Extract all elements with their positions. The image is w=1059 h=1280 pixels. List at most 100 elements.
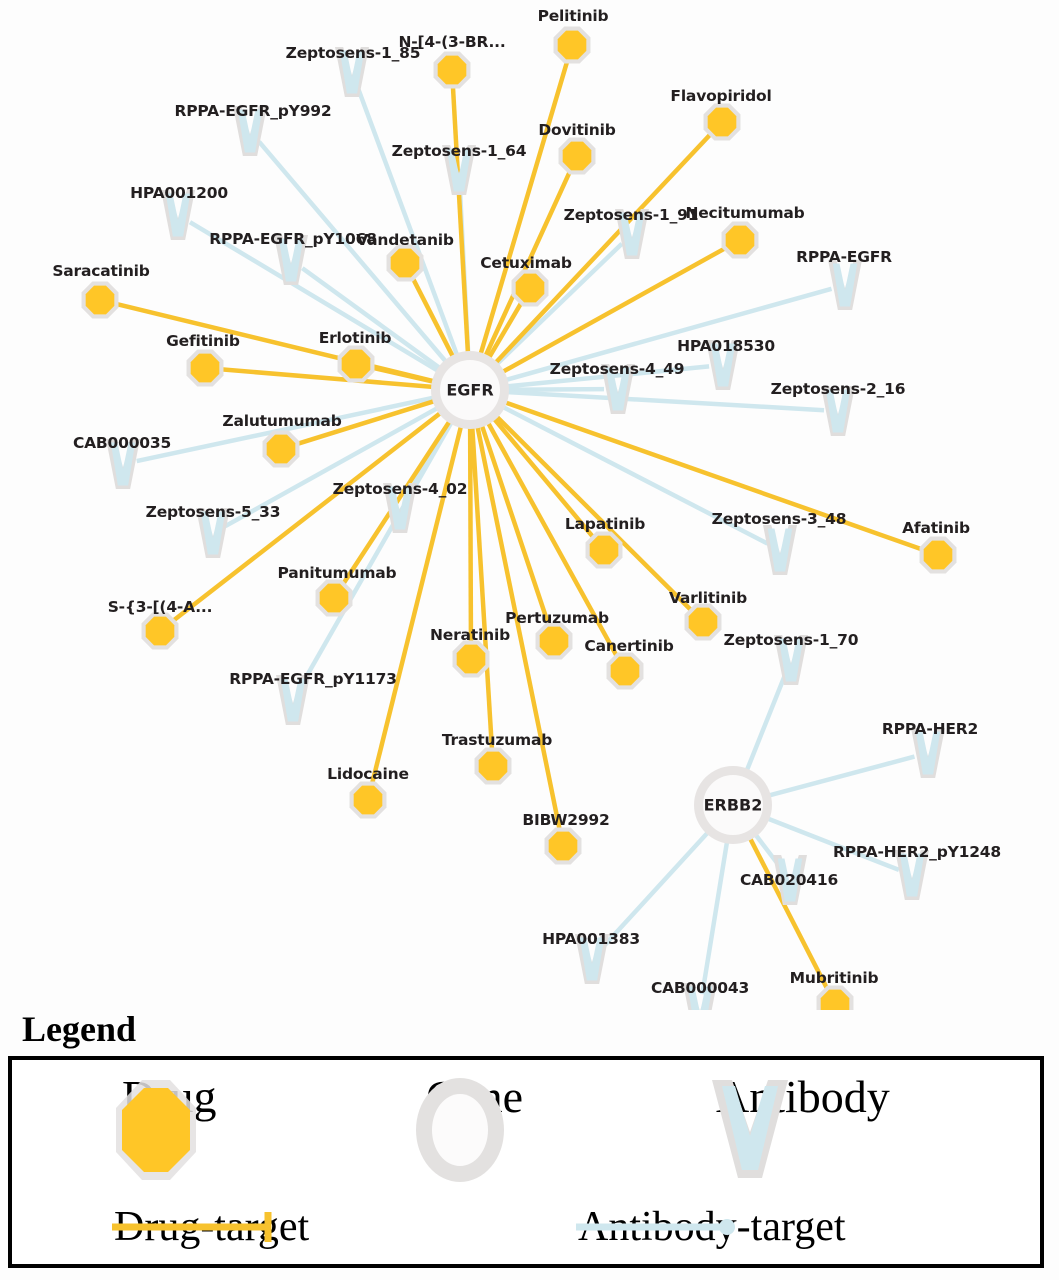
antibody-target-edge <box>257 140 453 369</box>
antibody-target-edge <box>224 402 445 529</box>
drug-body <box>725 225 755 255</box>
drug-body <box>190 353 220 383</box>
drug-node <box>721 221 759 259</box>
antibody-node <box>106 439 140 489</box>
legend-item-drug: Drug <box>108 1074 217 1180</box>
network-canvas[interactable]: Zeptosens-1_85 RPPA-EGFR_pY992 Zeptosens-1… <box>0 0 1059 1010</box>
antibody-body <box>832 263 858 307</box>
drug-node <box>452 640 490 678</box>
antibody-node <box>895 850 929 900</box>
drug-body <box>341 349 371 379</box>
antibody-body <box>777 858 803 902</box>
antibody-target-edge <box>761 754 916 800</box>
antibody-body <box>767 528 793 572</box>
antibody-node <box>383 483 417 533</box>
gene-ring-inner <box>440 360 500 420</box>
drug-target-edge <box>473 418 563 833</box>
legend-item-antibody: Antibody <box>702 1074 890 1178</box>
drug-target-edge <box>409 274 459 365</box>
antibody-body <box>278 238 304 282</box>
antibody-node <box>575 934 609 984</box>
antibody-body <box>687 986 713 1010</box>
drug-node <box>349 781 387 819</box>
drug-body <box>456 644 486 674</box>
nodes-layer <box>81 26 957 1010</box>
antibody-body <box>110 442 136 486</box>
antibody-body <box>605 367 631 411</box>
drug-body <box>562 141 592 171</box>
drug-body <box>923 540 953 570</box>
drug-body <box>85 285 115 315</box>
drug-node <box>141 612 179 650</box>
antibody-body <box>825 389 851 433</box>
drug-body <box>610 656 640 686</box>
drug-target-edge <box>482 415 621 660</box>
gene-icon <box>416 1078 504 1182</box>
gene-label: EGFR <box>446 380 494 400</box>
drug-body <box>707 107 737 137</box>
drug-target-edge <box>477 417 552 629</box>
legend-edges-row: Drug-target Antibody-target <box>12 1200 1040 1266</box>
antibody-node <box>706 340 740 390</box>
drug-body <box>515 273 545 303</box>
drug-target-edge-icon <box>112 1212 272 1242</box>
drug-target-edge <box>369 364 442 386</box>
antibody-body <box>280 678 306 722</box>
drug-target-edge <box>744 830 831 993</box>
antibody-body <box>446 148 472 192</box>
antibody-target-edge <box>188 220 446 377</box>
drug-target-edge <box>339 413 456 588</box>
drug-target-edge <box>495 244 729 378</box>
legend-item-drug-target: Drug-target <box>108 1206 309 1248</box>
drug-target-edge <box>450 83 471 361</box>
legend: Legend Drug Gene <box>0 1008 1059 1280</box>
antibody-target-edge <box>499 386 605 393</box>
legend-title: Legend <box>22 1009 137 1049</box>
antibody-body <box>339 50 365 94</box>
antibody-target-edge <box>760 813 900 872</box>
antibody-body <box>710 343 736 387</box>
antibody-body <box>899 853 925 897</box>
antibody-node <box>335 47 369 97</box>
drug-body <box>478 751 508 781</box>
antibody-target-edge <box>297 414 458 689</box>
drug-body <box>688 607 718 637</box>
legend-box: Drug Gene Antibody <box>8 1056 1044 1268</box>
antibody-icon <box>712 1080 788 1178</box>
drug-node <box>684 603 722 641</box>
drug-node <box>511 269 549 307</box>
drug-target-edge <box>480 167 574 364</box>
gene-ring-inner <box>703 775 763 835</box>
drug-target-edge <box>488 130 715 370</box>
antibody-node <box>773 855 807 905</box>
drug-node <box>919 536 957 574</box>
antibody-node <box>828 260 862 310</box>
drug-target-edge <box>467 419 474 646</box>
drug-node <box>585 531 623 569</box>
gene-node <box>694 766 772 844</box>
antibody-body <box>200 511 226 555</box>
legend-shapes-row: Drug Gene Antibody <box>12 1070 1040 1190</box>
drug-node <box>606 652 644 690</box>
drug-target-edge <box>369 418 465 787</box>
drug-node <box>816 985 854 1010</box>
drug-node <box>433 51 471 89</box>
antibody-node <box>276 675 310 725</box>
antibody-body <box>165 193 191 237</box>
antibody-target-edge <box>498 286 833 385</box>
drug-body <box>390 248 420 278</box>
antibody-node <box>161 190 195 240</box>
antibody-body <box>915 731 941 775</box>
drug-target-edge <box>469 419 495 753</box>
antibody-target-edge <box>700 834 731 995</box>
drug-body <box>820 989 850 1010</box>
drug-body <box>437 55 467 85</box>
gene-label: ERBB2 <box>703 795 763 815</box>
drug-target-edge <box>218 366 441 390</box>
antibody-body <box>619 212 645 256</box>
antibody-node <box>274 235 308 285</box>
antibody-target-edge <box>499 389 825 413</box>
drug-target-edge <box>487 411 597 541</box>
drug-body <box>353 785 383 815</box>
